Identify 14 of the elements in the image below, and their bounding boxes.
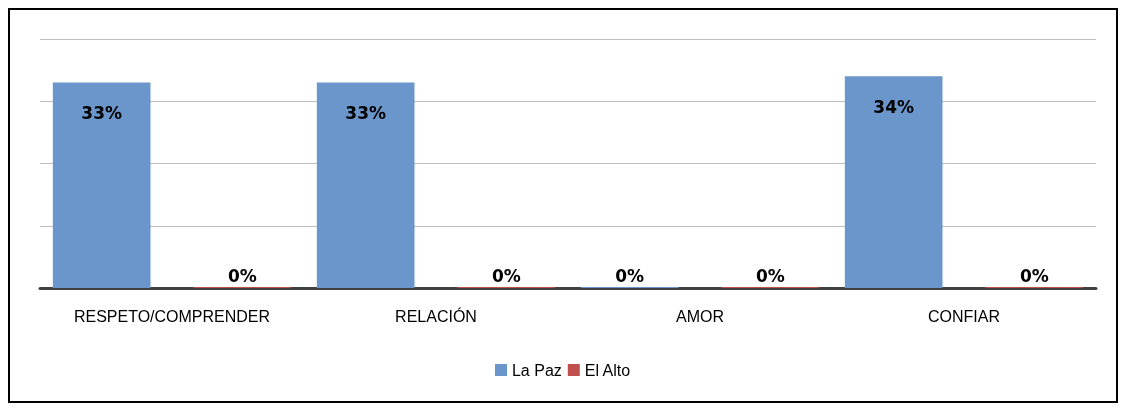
data-label: 33% (81, 103, 123, 124)
data-label: 0% (755, 265, 785, 286)
data-label: 0% (491, 265, 521, 286)
legend-label: La Paz (511, 361, 562, 379)
data-label: 0% (227, 265, 257, 286)
data-label: 34% (873, 96, 915, 117)
data-label: 33% (345, 103, 387, 124)
x-tick-label: CONFIAR (928, 307, 1000, 325)
x-tick-label: AMOR (676, 307, 724, 325)
x-tick-label: RELACIÓN (395, 306, 477, 325)
legend-label: El Alto (584, 361, 631, 379)
x-tick-label: RESPETO/COMPRENDER (73, 307, 271, 325)
data-label: 0% (1019, 265, 1049, 286)
data-label: 0% (615, 265, 645, 286)
